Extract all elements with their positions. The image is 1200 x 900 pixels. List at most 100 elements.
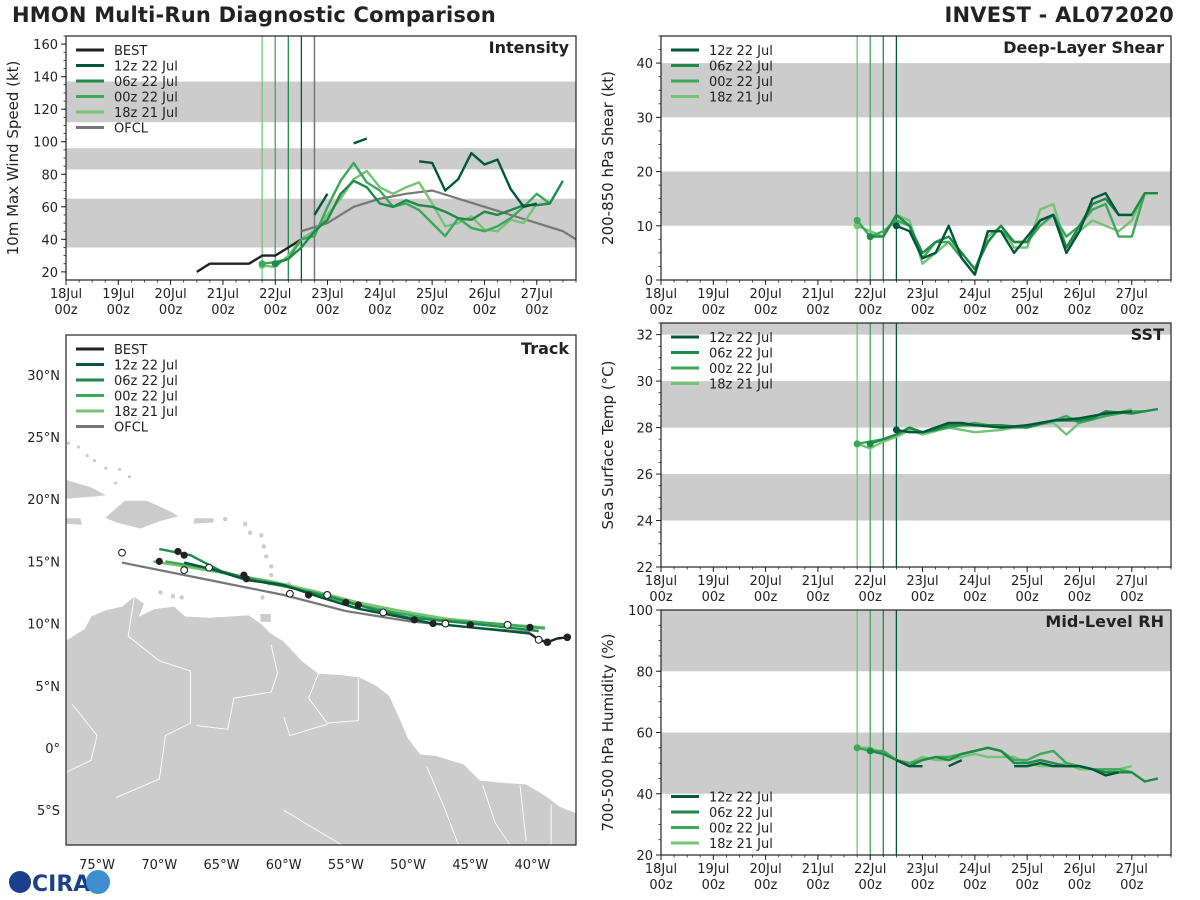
border-line-2 xyxy=(308,673,359,724)
sst-ytick-label: 22 xyxy=(636,561,653,576)
rh-xtick-day: 24Jul xyxy=(959,862,991,877)
track-legend-label-12z-22-jul: 12z 22 Jul xyxy=(114,359,178,374)
rh-xtick-day: 27Jul xyxy=(1116,862,1148,877)
rh-ytick-label: 60 xyxy=(636,727,653,742)
rh-xtick-day: 23Jul xyxy=(906,862,938,877)
track-marker-filled-4 xyxy=(354,601,362,609)
sst-xtick-day: 19Jul xyxy=(697,574,729,589)
island-4 xyxy=(264,554,269,559)
intensity-xtick-hour: 00z xyxy=(525,303,549,318)
island-5 xyxy=(261,544,266,549)
rh-legend-label-18z-21-jul: 18z 21 Jul xyxy=(709,837,773,852)
intensity-xtick-hour: 00z xyxy=(368,303,392,318)
track-marker-open-0 xyxy=(503,620,512,629)
rh-series-12z-22-jul-seg-1 xyxy=(948,759,963,768)
intensity-ytick-label: 100 xyxy=(33,136,58,151)
island-2 xyxy=(269,572,274,578)
sst-start-marker-12z-22-jul xyxy=(892,426,900,434)
shear-series-12z-22-jul xyxy=(895,191,1132,276)
shear-series-06z-22-jul xyxy=(870,191,1158,271)
shear-start-marker-12z-22-jul xyxy=(892,222,900,230)
track-marker-filled-9 xyxy=(180,551,188,559)
panel-rh: 2040608010018Jul00z19Jul00z20Jul00z21Jul… xyxy=(599,604,1172,893)
track-legend-label-ofcl: OFCL xyxy=(114,421,149,436)
shear-xtick-hour: 00z xyxy=(1068,303,1092,318)
sst-xtick-hour: 00z xyxy=(859,590,883,605)
intensity-series-best xyxy=(196,230,316,273)
track-marker-open-7 xyxy=(118,548,126,557)
cira-logo-icon: CIRA xyxy=(9,870,110,897)
sst-series-12z-22-jul xyxy=(896,410,1132,434)
track-xtick-label: 65°W xyxy=(204,858,240,873)
figure-title: HMON Multi-Run Diagnostic Comparison xyxy=(12,3,496,27)
intensity-ytick-label: 40 xyxy=(41,233,58,248)
intensity-xtick-hour: 00z xyxy=(159,303,183,318)
intensity-series-12z-22-jul-seg-1 xyxy=(353,137,368,145)
sst-xtick-hour: 00z xyxy=(1120,590,1144,605)
border-line-3 xyxy=(283,716,328,737)
sst-start-marker-06z-22-jul xyxy=(866,440,874,448)
intensity-ytick-label: 80 xyxy=(41,168,58,183)
shear-xtick-day: 20Jul xyxy=(749,287,781,302)
intensity-xtick-hour: 00z xyxy=(264,303,288,318)
track-marker-open-4 xyxy=(285,589,294,598)
panel-shear: 01020304018Jul00z19Jul00z20Jul00z21Jul00… xyxy=(599,35,1172,318)
sst-legend-label-12z-22-jul: 12z 22 Jul xyxy=(709,331,773,346)
shear-xtick-hour: 00z xyxy=(754,303,778,318)
rh-band-1 xyxy=(661,610,1171,672)
cuba-land xyxy=(66,479,109,500)
shear-xtick-day: 19Jul xyxy=(697,287,729,302)
track-legend-label-06z-22-jul: 06z 22 Jul xyxy=(114,374,178,389)
shear-xtick-day: 25Jul xyxy=(1011,287,1043,302)
jamaica-land xyxy=(66,517,83,526)
intensity-legend-label-12z-22-jul: 12z 22 Jul xyxy=(114,60,178,75)
track-marker-open-6 xyxy=(180,566,189,575)
sst-xtick-day: 23Jul xyxy=(906,574,938,589)
intensity-title: Intensity xyxy=(489,38,570,57)
shear-xtick-hour: 00z xyxy=(1120,303,1144,318)
shear-ytick-label: 20 xyxy=(636,166,653,181)
track-marker-filled-10 xyxy=(155,557,163,565)
rh-xtick-day: 21Jul xyxy=(802,862,834,877)
track-marker-open-2 xyxy=(379,608,388,617)
shear-xtick-hour: 00z xyxy=(1015,303,1039,318)
intensity-legend-label-ofcl: OFCL xyxy=(114,122,149,137)
sst-band-0 xyxy=(661,474,1171,521)
sst-ytick-label: 30 xyxy=(636,375,653,390)
rh-xtick-day: 25Jul xyxy=(1011,862,1043,877)
intensity-ylabel: 10m Max Wind Speed (kt) xyxy=(4,61,22,256)
intensity-ytick-label: 120 xyxy=(33,103,58,118)
shear-ytick-label: 30 xyxy=(636,111,653,126)
sst-series-18z-21-jul xyxy=(856,407,1133,450)
intensity-xtick-day: 26Jul xyxy=(468,287,500,302)
sst-xtick-day: 21Jul xyxy=(802,574,834,589)
best-marker-filled-0 xyxy=(563,633,572,642)
track-marker-open-1 xyxy=(441,619,450,628)
shear-band-1 xyxy=(661,63,1171,118)
intensity-band-2 xyxy=(66,81,576,123)
intensity-ytick-label: 160 xyxy=(33,38,58,53)
panel-sst: 22242628303218Jul00z19Jul00z20Jul00z21Ju… xyxy=(599,322,1172,605)
intensity-series-18z-21-jul xyxy=(262,169,538,269)
rh-legend-label-06z-22-jul: 06z 22 Jul xyxy=(709,806,773,821)
intensity-xtick-hour: 00z xyxy=(316,303,340,318)
track-legend-label-00z-22-jul: 00z 22 Jul xyxy=(114,390,178,405)
border-line-8 xyxy=(519,785,527,842)
shear-ytick-label: 40 xyxy=(636,57,653,72)
rh-xtick-hour: 00z xyxy=(963,878,987,893)
sst-xtick-day: 24Jul xyxy=(959,574,991,589)
rh-legend-label-12z-22-jul: 12z 22 Jul xyxy=(709,791,773,806)
rh-series-12z-22-jul-seg-2 xyxy=(1014,761,1119,777)
shear-ytick-label: 0 xyxy=(645,274,653,289)
intensity-xtick-hour: 00z xyxy=(211,303,235,318)
shear-xtick-hour: 00z xyxy=(911,303,935,318)
sst-xtick-hour: 00z xyxy=(649,590,673,605)
shear-ylabel: 200-850 hPa Shear (kt) xyxy=(599,71,617,245)
intensity-start-marker-06z-22-jul xyxy=(271,260,279,268)
track-ytick-label: 20°N xyxy=(27,493,60,508)
shear-start-marker-06z-22-jul xyxy=(866,233,874,241)
island-6 xyxy=(259,533,264,538)
rh-ylabel: 700-500 hPa Humidity (%) xyxy=(599,633,617,831)
